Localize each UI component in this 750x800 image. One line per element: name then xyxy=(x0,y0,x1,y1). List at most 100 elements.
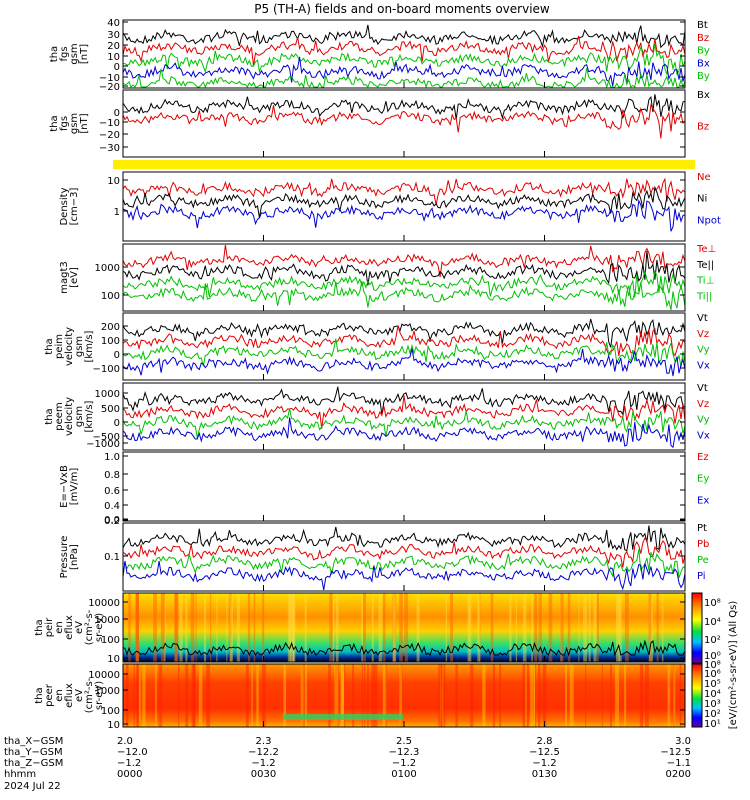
panel-temperature: 1000 100 magt3 [eV] Te⊥ Te|| Ti⊥ Ti|| xyxy=(59,243,716,312)
spectrogram-streak xyxy=(601,664,603,727)
spectrogram-streak xyxy=(673,664,676,727)
colorbar-tick-label: 10² xyxy=(704,709,721,720)
legend-label: Pe xyxy=(697,555,709,566)
panel-frame xyxy=(122,89,686,158)
spectrogram-streak xyxy=(300,664,304,727)
y-tick-label: 0 xyxy=(114,418,120,429)
spectrogram-streak xyxy=(341,664,345,727)
plot-title: P5 (TH-A) fields and on-board moments ov… xyxy=(254,2,550,16)
legend-label: Te|| xyxy=(696,260,714,271)
colorbar-upper xyxy=(691,592,703,664)
spectrogram-streak xyxy=(618,593,622,662)
spectrogram-streak xyxy=(371,593,374,662)
colorbar-tick-label: 10² xyxy=(704,635,721,646)
spectrogram-streak xyxy=(371,664,375,727)
spectrogram-streak xyxy=(382,664,387,727)
colorbar-tick-label: 10⁸ xyxy=(704,598,721,609)
y-axis-label-line: (cm²-s- xyxy=(84,609,95,645)
spectrogram-streak xyxy=(593,593,597,662)
spectrogram-streak xyxy=(534,664,536,727)
series-line-Vz xyxy=(122,395,686,429)
panel-frame xyxy=(122,19,686,89)
spectrogram-streak xyxy=(596,593,599,662)
y-tick-label: 1000 xyxy=(95,615,120,626)
spectrogram-streak xyxy=(185,664,189,727)
y-tick-label: 10000 xyxy=(88,598,120,609)
series-line-Ni xyxy=(122,185,686,219)
y-tick-label: 40 xyxy=(107,18,120,29)
y-axis-label-line: gsm xyxy=(69,43,80,64)
spectrogram-streak xyxy=(230,593,233,662)
spectrogram-streak xyxy=(467,593,470,662)
spectrogram-streak xyxy=(340,664,344,727)
footer-value: −12.5 xyxy=(529,747,560,758)
y-tick-label: 100 xyxy=(101,706,120,717)
spectrogram-streak xyxy=(174,593,179,662)
colorbar-tick-label: 10⁶ xyxy=(704,669,721,680)
spectrogram-streak xyxy=(185,593,188,662)
y-axis-label-line: [mV/m] xyxy=(69,468,80,506)
spectrogram-streak xyxy=(404,593,409,662)
spectrogram-streak xyxy=(392,593,397,662)
spectrogram-green-band xyxy=(283,714,403,720)
spectrogram-streak xyxy=(334,664,339,727)
legend-label: Pt xyxy=(697,523,707,534)
legend-label: Vt xyxy=(697,313,708,324)
legend-label: Ne xyxy=(697,172,711,183)
panel-peem-velocity: 1000 500 0 −500−1000 tha peem velocity gsm [km/s… xyxy=(44,382,710,451)
spectrogram-streak xyxy=(526,664,529,727)
series-line-Vy xyxy=(122,408,686,439)
footer-value: 0200 xyxy=(666,769,691,780)
y-tick-label: −10 xyxy=(99,73,120,84)
spectrogram-streak xyxy=(538,593,542,662)
spectrogram-streak xyxy=(492,664,496,727)
spectrogram-streak xyxy=(656,593,659,662)
spectrogram-streak xyxy=(352,664,355,727)
spectrogram-streak xyxy=(135,593,139,662)
spectrogram-streak xyxy=(525,664,527,727)
spectrogram-streak xyxy=(163,593,166,662)
series-line-Vt xyxy=(122,386,685,416)
y-tick-label: −1000 xyxy=(86,439,120,450)
spectrogram-streak xyxy=(262,593,265,662)
footer-value: −12.0 xyxy=(117,747,148,758)
legend-label: Npot xyxy=(697,215,721,226)
y-axis-label-line: tha xyxy=(34,619,45,635)
footer-row-label: tha_Z−GSM xyxy=(4,758,63,769)
spectrogram-streak xyxy=(531,593,533,662)
series-line-Npot xyxy=(122,198,686,232)
spectrogram-streak xyxy=(548,593,553,662)
legend-label: Vz xyxy=(697,399,709,410)
spectrogram-streak xyxy=(542,664,547,727)
spectrogram-streak xyxy=(455,664,458,727)
series-line-Pe xyxy=(122,549,686,579)
y-tick-label: −20 xyxy=(99,130,120,141)
spectrogram-streak xyxy=(229,593,232,662)
colorbar-lower xyxy=(691,663,703,728)
y-tick-label: 100 xyxy=(101,336,120,347)
spectrogram-streak xyxy=(565,664,567,727)
spectrogram-streak xyxy=(443,664,446,727)
spectrogram-streak xyxy=(364,664,366,727)
series-line-By xyxy=(122,68,686,89)
y-axis-label-line: [km/s] xyxy=(84,400,95,432)
spectrogram-streak xyxy=(135,593,139,662)
footer-value: 2.5 xyxy=(396,736,412,747)
legend-label: Vx xyxy=(697,430,710,441)
y-tick-label: 0.1 xyxy=(104,552,120,563)
y-tick-label: 10 xyxy=(107,176,120,187)
spectrogram-streak xyxy=(332,593,335,662)
series-line-Te⊥ xyxy=(122,244,686,278)
y-axis-label-line: [km/s] xyxy=(84,330,95,362)
spectrogram-streak xyxy=(509,593,512,662)
spectrogram-ion xyxy=(123,593,685,662)
legend-label: Te⊥ xyxy=(696,244,716,255)
spectrogram-streak xyxy=(490,593,494,662)
y-tick-label: 10000 xyxy=(88,670,120,681)
spectrogram-streak xyxy=(469,593,472,662)
series-line-Bz xyxy=(122,103,686,139)
spectrogram-streak xyxy=(440,664,443,727)
